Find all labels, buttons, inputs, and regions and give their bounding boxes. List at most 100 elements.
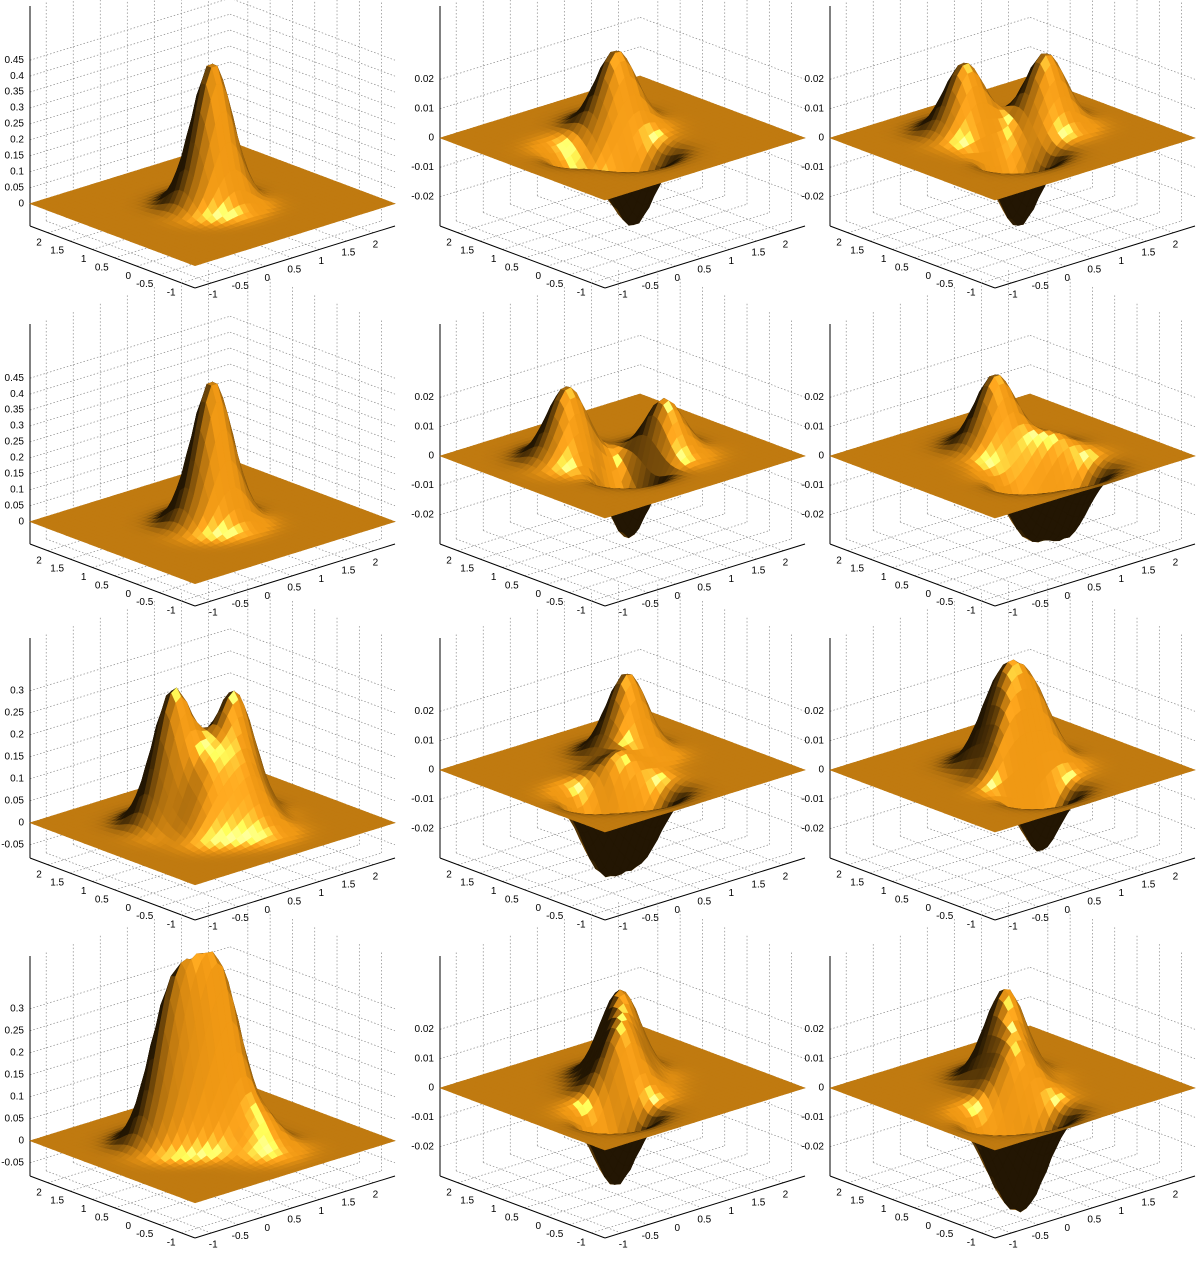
z-tick-label: 0.1	[10, 166, 24, 177]
axis-line	[830, 226, 995, 288]
z-tick-label: 0.15	[5, 150, 25, 161]
y-tick-label: 2	[36, 555, 42, 566]
y-grid-line	[959, 213, 1159, 275]
x-tick-label: -0.5	[642, 281, 660, 292]
y-tick-label: 1.5	[850, 246, 864, 257]
x-tick-label: 0.5	[1087, 264, 1101, 275]
z-tick-label: 0.15	[5, 468, 25, 479]
z-tick-label: 0.01	[805, 103, 825, 114]
z-grid-line	[230, 62, 395, 124]
z-tick-label: 0.02	[805, 74, 825, 85]
y-tick-label: 2	[36, 237, 42, 248]
y-tick-label: -1	[167, 606, 176, 617]
z-tick-label: 0.2	[10, 135, 24, 146]
x-tick-label: 1.5	[341, 248, 355, 259]
z-tick-label: 0.05	[5, 182, 25, 193]
x-grid-line	[900, 204, 1065, 266]
x-tick-label: 2	[1173, 239, 1179, 250]
z-grid-line	[640, 17, 805, 79]
x-tick-label: 0.5	[287, 264, 301, 275]
x-tick-label: -0.5	[232, 281, 250, 292]
y-tick-label: 2	[446, 237, 452, 248]
z-tick-label: 0	[18, 198, 24, 209]
z-tick-label: -0.01	[801, 162, 824, 173]
x-tick-label: 2	[783, 239, 789, 250]
x-tick-label: 0.5	[697, 264, 711, 275]
y-tick-label: 1.5	[50, 246, 64, 257]
x-tick-label: 1.5	[341, 566, 355, 577]
y-grid-line	[937, 204, 1137, 266]
x-tick-label: 0.5	[287, 582, 301, 593]
axis-line	[605, 226, 805, 288]
x-tick-label: -1	[209, 608, 218, 619]
z-grid-line	[30, 30, 230, 92]
y-tick-label: 1	[881, 254, 887, 265]
y-grid-line	[547, 204, 747, 266]
y-tick-label: -0.5	[136, 279, 154, 290]
y-tick-label: 0	[925, 271, 931, 282]
y-tick-label: 0.5	[95, 580, 109, 591]
z-grid-line	[830, 17, 1030, 79]
surface	[30, 382, 395, 584]
y-tick-label: -0.5	[136, 597, 154, 608]
z-tick-label: 0.45	[5, 373, 25, 384]
z-grid-line	[230, 94, 395, 156]
z-tick-label: 0.25	[5, 119, 25, 130]
y-tick-label: 0.5	[895, 262, 909, 273]
z-grid-line	[230, 364, 395, 426]
x-tick-label: 1	[319, 574, 325, 585]
y-tick-label: -0.5	[936, 279, 954, 290]
x-tick-label: 0	[264, 591, 270, 602]
figure: 0 0.05 0.1 0.15 0.2 0.25 0.3 0.35 0.4 0.45 -1 -0.5 0…	[0, 0, 1204, 1266]
y-tick-label: -1	[577, 288, 586, 299]
z-tick-label: 0.3	[10, 103, 24, 114]
y-tick-label: -1	[967, 288, 976, 299]
x-tick-label: -0.5	[232, 599, 250, 610]
z-tick-label: -0.01	[411, 162, 434, 173]
x-tick-label: 1.5	[1141, 248, 1155, 259]
x-tick-label: -1	[619, 290, 628, 301]
surface	[830, 54, 1195, 225]
surface-plot: -0.02 -0.01 0 0.01 0.02 -1 -0.5 0 0.5 1 1.5 2 -1 -0.5…	[801, 0, 1195, 301]
y-tick-label: 0.5	[95, 262, 109, 273]
z-tick-label: 0	[428, 133, 434, 144]
z-grid-line	[230, 78, 395, 140]
z-grid-line	[230, 396, 395, 458]
z-tick-label: 0.4	[10, 389, 24, 400]
z-tick-label: 0.35	[5, 405, 25, 416]
x-tick-label: 0	[674, 273, 680, 284]
z-grid-line	[230, 316, 395, 378]
x-tick-label: 1	[729, 256, 735, 267]
z-tick-label: 0	[18, 516, 24, 527]
x-tick-label: -0.5	[1032, 281, 1050, 292]
z-grid-line	[30, 316, 230, 378]
surface-plot: 00.050.10.150.20.250.30.350.40.45-1-0.50…	[5, 269, 395, 619]
z-grid-line	[230, 380, 395, 442]
z-tick-label: 0.02	[415, 74, 435, 85]
z-grid-line	[230, 412, 395, 474]
y-tick-label: 0.5	[505, 262, 519, 273]
x-tick-label: 1	[1119, 256, 1125, 267]
y-tick-label: -0.5	[546, 279, 564, 290]
z-tick-label: 0.3	[10, 421, 24, 432]
y-tick-label: 0	[535, 271, 541, 282]
z-tick-label: -0.02	[801, 191, 824, 202]
x-tick-label: -1	[209, 290, 218, 301]
z-tick-label: 0.4	[10, 71, 24, 82]
z-grid-line	[30, 348, 230, 410]
z-tick-label: 0.25	[5, 437, 25, 448]
y-tick-label: 2	[836, 237, 842, 248]
z-grid-line	[30, 332, 230, 394]
x-grid-line	[510, 204, 675, 266]
surface-plot: -0.02-0.0100.010.02-1-0.500.511.52-1-0.5…	[411, 0, 805, 301]
z-grid-line	[230, 0, 395, 60]
x-tick-label: 0	[1064, 273, 1070, 284]
z-grid-line	[30, 0, 230, 60]
z-grid-line	[30, 14, 230, 76]
axis-line	[995, 226, 1195, 288]
surface	[440, 51, 805, 225]
y-grid-line	[569, 213, 769, 275]
x-tick-label: 1	[319, 256, 325, 267]
x-tick-label: -1	[1009, 290, 1018, 301]
y-tick-label: 1	[81, 254, 87, 265]
